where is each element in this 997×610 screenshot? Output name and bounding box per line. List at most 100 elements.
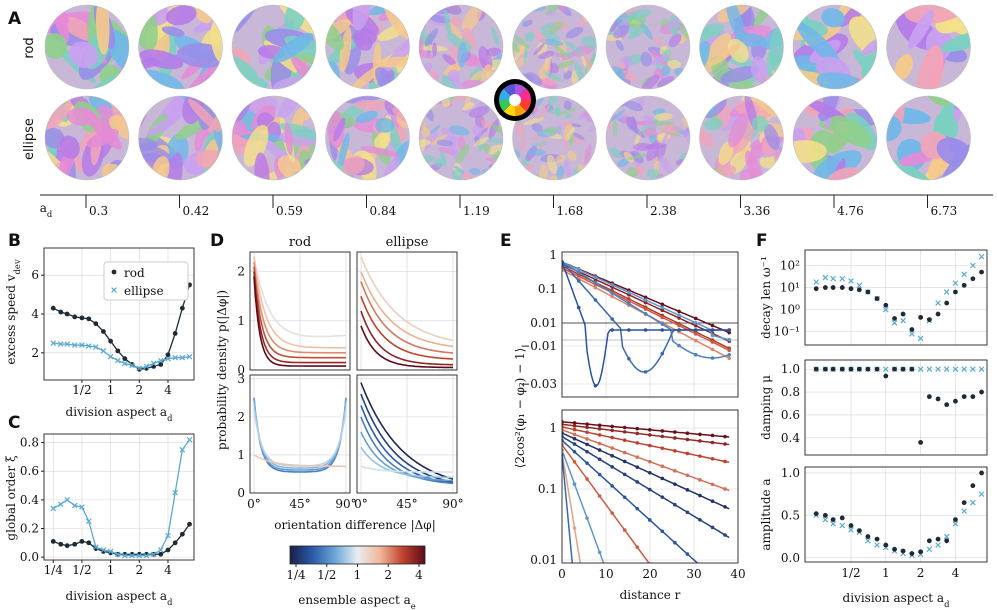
correlation-point [610, 511, 614, 515]
correlation-point [576, 270, 581, 275]
texture-patch [643, 115, 657, 130]
data-point [926, 546, 933, 553]
texture-patch [520, 139, 526, 152]
correlation-point [610, 291, 614, 295]
correlation-point [693, 316, 698, 321]
correlation-point [647, 428, 652, 432]
correlation-point [677, 313, 681, 318]
texture-patch [680, 168, 690, 180]
correlation-point [710, 440, 715, 445]
correlation-point [698, 493, 702, 498]
texture-patch [623, 151, 635, 163]
data-point [822, 366, 828, 372]
y-tick-label: −0.03 [520, 377, 557, 391]
texture-patch [448, 22, 463, 40]
snapshot-rim [699, 95, 784, 181]
texture-patch [652, 36, 665, 45]
correlation-point [627, 301, 631, 306]
correlation-point [610, 294, 614, 299]
texture-patch [759, 154, 776, 169]
curves-bottom [562, 420, 730, 563]
y-tick-label: 1.0 [781, 466, 800, 480]
data-point [830, 517, 836, 522]
data-point [961, 271, 967, 278]
texture-patch [533, 43, 545, 56]
texture-patch [829, 115, 872, 148]
texture-patch [728, 112, 749, 148]
correlation-point [710, 499, 715, 504]
x-tick-label: 2 [135, 383, 143, 397]
density-curve [360, 256, 454, 342]
data-point [944, 402, 950, 408]
texture-patch [771, 171, 784, 180]
data-point [918, 440, 924, 445]
texture-patch [555, 154, 566, 163]
correlation-point [643, 312, 648, 316]
correlation-point [597, 472, 602, 477]
snapshot-rim [792, 95, 878, 181]
texture-patch [352, 5, 373, 31]
texture-patch [456, 144, 470, 164]
y-tick-label: 2 [31, 346, 39, 360]
axes-frame [804, 359, 988, 456]
panel-a: rod ellipse ad 0.3 0.42 0.59 0.84 1.19 1.68 2.38 3… [22, 4, 993, 219]
texture-patch [606, 96, 615, 106]
data-point [157, 357, 164, 364]
texture-patch [421, 119, 427, 138]
snapshot-ellipse-6 [606, 96, 690, 180]
x-tick-label: 45° [396, 497, 417, 511]
data-point [961, 282, 967, 288]
texture-patch [514, 122, 526, 139]
data-point [186, 436, 193, 443]
data-point [165, 355, 171, 362]
correlation-point [710, 340, 715, 344]
texture-patch [213, 125, 223, 161]
colorbar-label: ensemble aspect ae [298, 593, 416, 610]
data-point [79, 538, 85, 544]
correlation-point [610, 453, 614, 458]
texture-patch [547, 21, 564, 34]
correlation-point [727, 330, 731, 335]
aspect-tick-label: 3.36 [744, 204, 771, 218]
data-point [165, 532, 171, 539]
texture-patch [447, 69, 460, 83]
y-tick-label: 0.5 [781, 508, 800, 522]
data-point [917, 366, 924, 372]
x-tick-label: 0° [247, 497, 261, 511]
y-tick-label: 4 [31, 307, 39, 321]
texture-patch [720, 66, 760, 83]
correlation-point [723, 533, 727, 537]
data-point [72, 314, 78, 320]
texture-patch [462, 171, 474, 180]
texture-patch [468, 106, 490, 118]
data-point [172, 540, 178, 546]
data-point [813, 366, 819, 372]
texture-patch [751, 115, 769, 133]
texture-patch [587, 123, 597, 132]
y-tick-label: 0.4 [20, 493, 39, 507]
row-label-rod: rod [22, 37, 37, 58]
correlation-point [727, 356, 731, 361]
correlation-point [685, 437, 690, 442]
texture-patch [657, 76, 675, 88]
data-point [900, 366, 906, 372]
snapshot-rim [512, 4, 597, 90]
correlation-point [660, 529, 665, 534]
texture-patch [419, 44, 449, 52]
snapshot-rim [231, 95, 317, 181]
texture-patch [648, 134, 658, 144]
correlation-point [693, 321, 698, 325]
texture-patch [524, 31, 535, 42]
x-tick-label: 1/2 [841, 566, 860, 580]
texture-patch [699, 169, 711, 180]
texture-patch [424, 28, 439, 47]
data-point [874, 296, 880, 302]
snapshot-rim [605, 4, 691, 90]
panel-letter: B [8, 231, 21, 251]
axes-frame [804, 249, 988, 346]
data-point [926, 538, 932, 544]
x-tick-label: 0° [354, 497, 368, 511]
correlation-point [572, 526, 577, 530]
data-point [839, 515, 845, 521]
data-point [848, 366, 854, 372]
